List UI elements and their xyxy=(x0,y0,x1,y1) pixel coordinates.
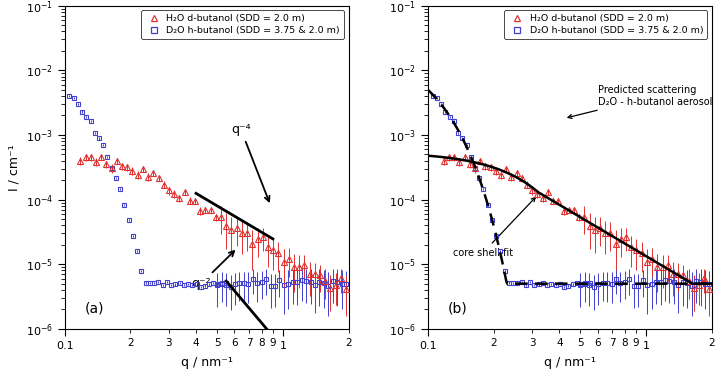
Text: q⁻²: q⁻² xyxy=(191,251,234,290)
Legend: H₂O d-butanol (SDD = 2.0 m), D₂O h-butanol (SDD = 3.75 & 2.0 m): H₂O d-butanol (SDD = 2.0 m), D₂O h-butan… xyxy=(504,10,707,39)
X-axis label: q / nm⁻¹: q / nm⁻¹ xyxy=(180,356,232,369)
Legend: H₂O d-butanol (SDD = 2.0 m), D₂O h-butanol (SDD = 3.75 & 2.0 m): H₂O d-butanol (SDD = 2.0 m), D₂O h-butan… xyxy=(141,10,344,39)
Y-axis label: I / cm⁻¹: I / cm⁻¹ xyxy=(7,144,20,191)
Text: (b): (b) xyxy=(448,302,467,316)
Text: (a): (a) xyxy=(85,302,104,316)
X-axis label: q / nm⁻¹: q / nm⁻¹ xyxy=(544,356,596,369)
Text: core shell fit: core shell fit xyxy=(453,197,536,258)
Text: q⁻⁴: q⁻⁴ xyxy=(232,123,270,201)
Text: Predicted scattering
D₂O - h-butanol aerosol: Predicted scattering D₂O - h-butanol aer… xyxy=(568,85,712,118)
